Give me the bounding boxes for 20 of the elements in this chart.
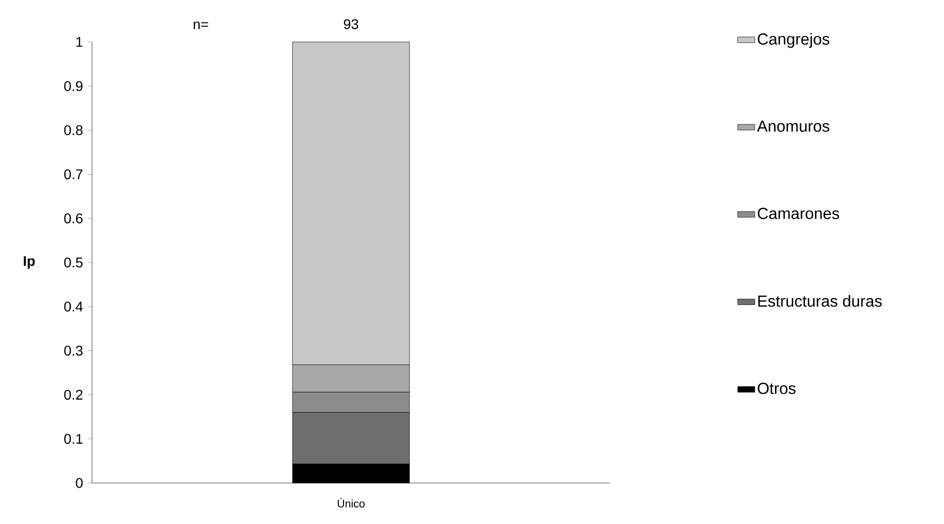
legend-label: Anomuros (757, 120, 830, 132)
y-tick-label: 0.9 (64, 81, 82, 92)
y-tick-label: 0.2 (64, 390, 82, 400)
y-tick-label: 0.1 (64, 434, 82, 444)
y-axis-title: Ip (24, 256, 35, 269)
y-tick-label: 0.7 (64, 169, 82, 180)
text: 93 (344, 19, 358, 30)
x-tick-label: Único (338, 498, 365, 508)
legend-label: Cangrejos (758, 32, 830, 48)
y-tick-label: 0.3 (64, 346, 83, 356)
y-tick-label: 0 (76, 478, 83, 488)
y-tick-label: 0.4 (64, 302, 83, 312)
y-tick-label: 1 (76, 37, 82, 47)
legend-label: Estructuras duras (758, 295, 882, 307)
y-tick-label: 0.5 (64, 258, 83, 268)
legend-label: Otros (758, 382, 796, 394)
text: n= (194, 22, 208, 30)
y-tick-label: 0.6 (64, 213, 83, 224)
legend-label: Camarones (758, 208, 840, 220)
y-tick-label: 0.8 (64, 125, 83, 136)
